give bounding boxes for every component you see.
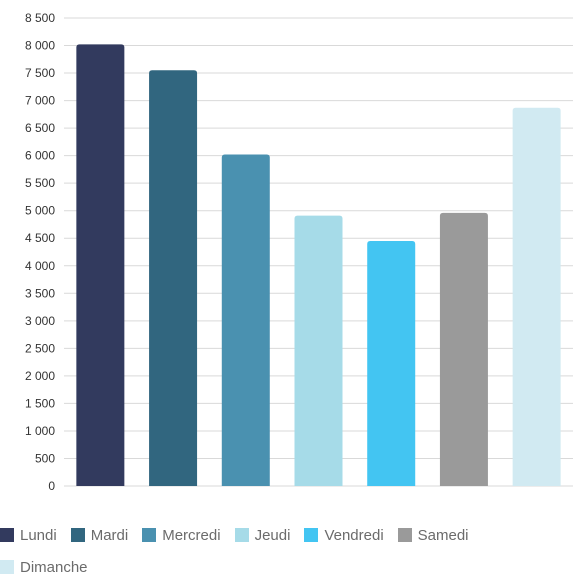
legend-swatch-vendredi [304,528,319,542]
legend-item-vendredi[interactable]: Vendredi [304,524,384,546]
legend-item-lundi[interactable]: Lundi [0,524,57,546]
legend-item-dimanche[interactable]: Dimanche [0,556,88,578]
chart-svg: 0 500 1 000 1 500 2 000 2 500 3 000 3 500 4 000 4… [25,11,573,493]
y-tick-label: 7 500 [25,66,55,80]
chart-legend: Lundi Mardi Mercredi Jeudi Vendredi Same… [0,524,560,578]
legend-label-mardi: Mardi [90,526,129,544]
y-tick-label: 5 500 [25,176,55,190]
legend-swatch-samedi [397,528,412,542]
legend-swatch-mardi [70,528,85,542]
y-tick-label: 8 000 [25,39,55,53]
bar-dimanche[interactable] [512,107,561,486]
y-tick-label: 2 000 [25,369,55,383]
legend-item-mardi[interactable]: Mardi [70,524,129,546]
y-tick-label: 8 500 [25,11,55,25]
y-tick-label: 1 000 [25,424,55,438]
legend-swatch-mercredi [142,528,157,542]
legend-label-vendredi: Vendredi [324,526,384,544]
legend-label-jeudi: Jeudi [254,526,291,544]
y-tick-label: 500 [35,451,55,465]
legend-label-lundi: Lundi [20,526,57,544]
y-tick-label: 1 500 [25,396,55,410]
bar-mercredi[interactable] [221,154,270,486]
legend-label-dimanche: Dimanche [20,558,88,576]
bar-chart: 0 500 1 000 1 500 2 000 2 500 3 000 3 500 4 000 4… [25,11,573,493]
bar-lundi[interactable] [76,44,125,487]
y-tick-label: 6 000 [25,149,55,163]
legend-swatch-jeudi [234,528,249,542]
legend-item-jeudi[interactable]: Jeudi [234,524,291,546]
y-tick-label: 2 500 [25,341,55,355]
y-tick-label: 4 500 [25,231,55,245]
y-tick-label: 0 [48,479,55,493]
y-tick-label: 4 000 [25,259,55,273]
legend-swatch-lundi [0,528,14,542]
bar-samedi[interactable] [439,212,488,486]
legend-item-samedi[interactable]: Samedi [397,524,469,546]
legend-label-mercredi: Mercredi [162,526,221,544]
bar-vendredi[interactable] [367,240,416,486]
y-tick-label: 5 000 [25,204,55,218]
y-tick-label: 7 000 [25,94,55,108]
legend-label-samedi: Samedi [417,526,469,544]
y-tick-label: 3 000 [25,314,55,328]
y-tick-label: 6 500 [25,121,55,135]
y-tick-label: 3 500 [25,286,55,300]
bar-jeudi[interactable] [294,215,343,486]
bar-mardi[interactable] [149,70,198,487]
legend-swatch-dimanche [0,560,14,574]
legend-item-mercredi[interactable]: Mercredi [142,524,221,546]
